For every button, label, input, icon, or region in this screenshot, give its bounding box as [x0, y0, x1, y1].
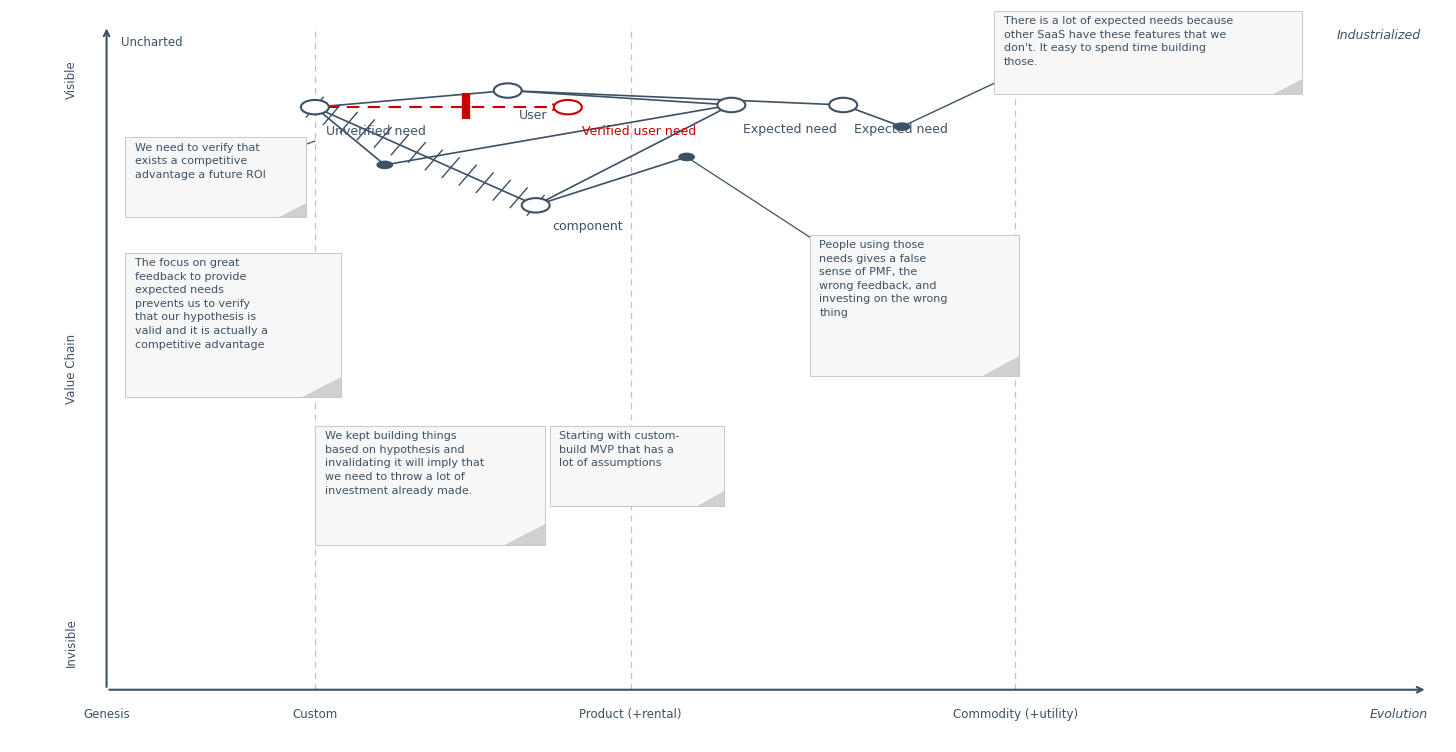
Text: Unverified need: Unverified need	[326, 125, 427, 138]
Text: Invisible: Invisible	[66, 618, 79, 667]
FancyBboxPatch shape	[125, 253, 341, 397]
Polygon shape	[303, 378, 341, 397]
FancyBboxPatch shape	[550, 426, 725, 505]
Text: Verified user need: Verified user need	[582, 125, 696, 138]
Circle shape	[301, 100, 329, 114]
Polygon shape	[278, 202, 306, 217]
Text: Commodity (+utility): Commodity (+utility)	[952, 708, 1077, 720]
Text: We kept building things
based on hypothesis and
invalidating it will imply that
: We kept building things based on hypothe…	[325, 432, 483, 496]
Text: We need to verify that
exists a competitive
advantage a future ROI: We need to verify that exists a competit…	[134, 143, 265, 180]
Text: People using those
needs gives a false
sense of PMF, the
wrong feedback, and
inv: People using those needs gives a false s…	[820, 240, 948, 318]
FancyBboxPatch shape	[994, 11, 1302, 94]
FancyBboxPatch shape	[125, 138, 306, 217]
Text: Uncharted: Uncharted	[121, 36, 182, 50]
Text: There is a lot of expected needs because
other SaaS have these features that we
: There is a lot of expected needs because…	[1005, 17, 1233, 67]
Polygon shape	[504, 524, 546, 545]
Text: Product (+rental): Product (+rental)	[579, 708, 681, 720]
Circle shape	[521, 198, 550, 213]
Text: Visible: Visible	[66, 60, 79, 99]
Text: Expected need: Expected need	[855, 123, 948, 136]
Circle shape	[678, 153, 695, 161]
Text: Expected need: Expected need	[743, 123, 836, 136]
Text: Industrialized: Industrialized	[1337, 29, 1421, 42]
Circle shape	[553, 100, 582, 114]
Polygon shape	[981, 356, 1019, 376]
Text: Value Chain: Value Chain	[66, 333, 79, 404]
Circle shape	[894, 123, 910, 131]
Text: Starting with custom-
build MVP that has a
lot of assumptions: Starting with custom- build MVP that has…	[559, 432, 680, 468]
Circle shape	[376, 161, 393, 169]
FancyBboxPatch shape	[810, 235, 1019, 376]
Text: Custom: Custom	[293, 708, 338, 720]
Polygon shape	[1273, 79, 1302, 94]
FancyBboxPatch shape	[314, 426, 546, 545]
Text: The focus on great
feedback to provide
expected needs
prevents us to verify
that: The focus on great feedback to provide e…	[134, 258, 268, 350]
Text: Genesis: Genesis	[83, 708, 130, 720]
Circle shape	[494, 83, 521, 98]
Text: component: component	[552, 220, 623, 233]
Text: Evolution: Evolution	[1369, 708, 1427, 720]
Text: User: User	[518, 108, 547, 122]
Circle shape	[830, 98, 858, 112]
Circle shape	[718, 98, 745, 112]
Polygon shape	[697, 491, 725, 505]
